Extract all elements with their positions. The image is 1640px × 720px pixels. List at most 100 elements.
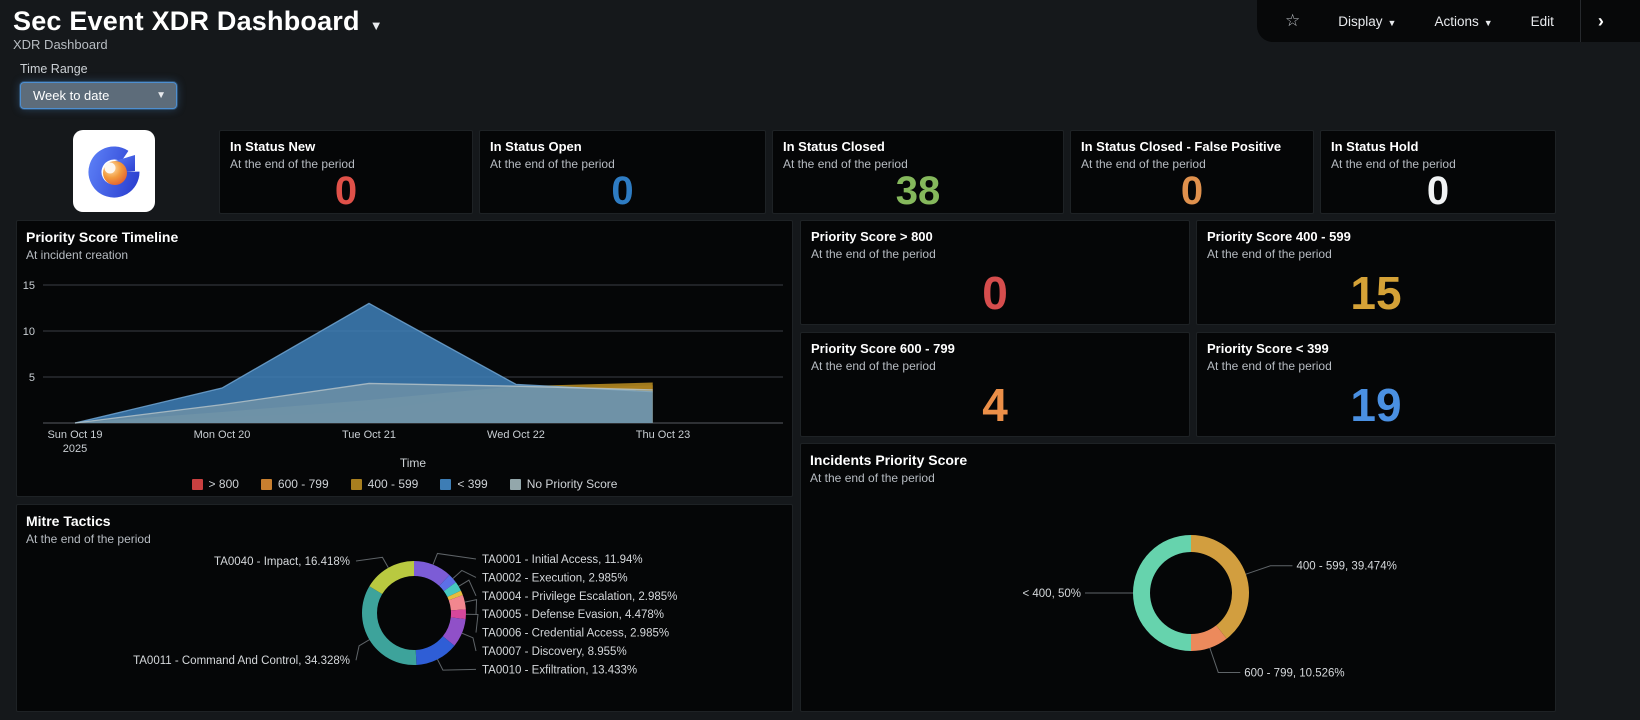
card-subtitle: At the end of the period [230,157,355,171]
toolbar-divider [1579,0,1581,42]
page-subtitle: XDR Dashboard [13,37,108,52]
card-title: Priority Score 600 - 799 [811,341,955,356]
actions-menu-button[interactable]: Actions ▼ [1434,13,1493,29]
legend-swatch [260,478,272,490]
card-title: In Status Open [490,139,582,154]
panel-subtitle: At the end of the period [26,532,151,546]
edit-button[interactable]: Edit [1530,13,1554,29]
svg-text:2025: 2025 [63,443,87,455]
card-priority-lt-399: Priority Score < 399 At the end of the p… [1196,332,1556,437]
panel-title: Priority Score Timeline [26,229,179,245]
svg-text:TA0001 - Initial Access, 11.94: TA0001 - Initial Access, 11.94% [482,554,643,566]
card-subtitle: At the end of the period [1207,359,1332,373]
card-value: 4 [982,379,1008,432]
collapse-panel-chevron-icon[interactable]: › [1597,10,1604,31]
page-title: Sec Event XDR Dashboard [13,6,360,36]
secops-logo [73,130,155,212]
legend-label: No Priority Score [526,477,618,491]
legend-swatch [350,478,362,490]
card-value: 0 [982,267,1008,320]
page-title-row: Sec Event XDR Dashboard ▼ [13,6,383,37]
card-priority-gt-800: Priority Score > 800 At the end of the p… [800,220,1190,325]
svg-text:TA0004 - Privilege Escalation,: TA0004 - Privilege Escalation, 2.985% [482,591,677,603]
card-subtitle: At the end of the period [1081,157,1206,171]
card-subtitle: At the end of the period [1331,157,1456,171]
time-range-label: Time Range [20,62,88,76]
svg-text:Mon Oct 20: Mon Oct 20 [194,429,251,441]
card-value: 0 [1180,169,1204,213]
svg-text:Thu Oct 23: Thu Oct 23 [636,429,690,441]
mitre-tactics-donut-chart[interactable]: TA0001 - Initial Access, 11.94% TA0002 - … [17,547,792,711]
card-title: Priority Score < 399 [1207,341,1329,356]
card-priority-600-799: Priority Score 600 - 799 At the end of t… [800,332,1190,437]
card-in-status-new: In Status New At the end of the period 0 [219,130,473,214]
legend-swatch [509,478,521,490]
card-priority-400-599: Priority Score 400 - 599 At the end of t… [1196,220,1556,325]
legend-label: 400 - 599 [367,477,419,491]
card-value: 0 [334,169,358,213]
card-title: In Status New [230,139,316,154]
display-menu-button[interactable]: Display ▼ [1338,13,1397,29]
card-value: 15 [1350,267,1402,320]
card-value: 19 [1350,379,1402,432]
svg-text:Sun Oct 19: Sun Oct 19 [47,429,102,441]
card-title: Priority Score 400 - 599 [1207,229,1351,244]
svg-text:TA0011 - Command And Control,: TA0011 - Command And Control, 34.328% [133,655,350,667]
svg-text:TA0007 - Discovery, 8.955%: TA0007 - Discovery, 8.955% [482,646,627,658]
time-range-caret-icon: ▼ [156,90,166,101]
panel-priority-score-timeline: Priority Score Timeline At incident crea… [16,220,793,497]
card-subtitle: At the end of the period [1207,247,1332,261]
panel-subtitle: At incident creation [26,248,129,262]
panel-subtitle: At the end of the period [810,471,935,485]
svg-text:TA0005 - Defense Evasion, 4.47: TA0005 - Defense Evasion, 4.478% [482,609,664,621]
time-range-value: Week to date [33,88,110,103]
card-value: 0 [611,169,634,213]
incidents-priority-score-donut-chart[interactable]: 400 - 599, 39.474% 600 - 799, 10.526% < 40… [801,488,1555,711]
card-in-status-hold: In Status Hold At the end of the period … [1320,130,1556,214]
card-title: Priority Score > 800 [811,229,933,244]
legend-label: 600 - 799 [277,477,329,491]
time-range-select[interactable]: Week to date ▼ [20,82,177,109]
timeline-legend: > 800 600 - 799 400 - 599 < 399 No Priority … [17,477,792,491]
panel-title: Mitre Tactics [26,513,111,529]
card-title: In Status Closed [783,139,885,154]
card-in-status-closed-false-positive: In Status Closed - False Positive At the… [1070,130,1314,214]
svg-text:400 - 599, 39.474%: 400 - 599, 39.474% [1296,561,1396,573]
card-subtitle: At the end of the period [811,359,936,373]
display-caret-icon: ▼ [1387,17,1397,28]
card-title: In Status Hold [1331,139,1419,154]
svg-text:5: 5 [29,372,35,384]
svg-text:10: 10 [23,326,35,338]
card-in-status-open: In Status Open At the end of the period … [479,130,766,214]
legend-item[interactable]: < 399 [440,477,488,491]
svg-text:Wed Oct 22: Wed Oct 22 [487,429,545,441]
card-title: In Status Closed - False Positive [1081,139,1282,154]
legend-swatch [191,478,203,490]
card-subtitle: At the end of the period [490,157,615,171]
svg-text:< 400, 50%: < 400, 50% [1022,588,1081,600]
legend-item[interactable]: 600 - 799 [260,477,329,491]
panel-incidents-priority-score: Incidents Priority Score At the end of t… [800,443,1556,712]
secops-logo-icon [88,146,140,198]
favorite-star-icon[interactable]: ☆ [1285,11,1301,30]
card-subtitle: At the end of the period [783,157,908,171]
top-toolbar: ☆ Display ▼ Actions ▼ Edit › [1257,0,1640,42]
svg-text:600 - 799, 10.526%: 600 - 799, 10.526% [1244,667,1344,679]
svg-text:Tue Oct 21: Tue Oct 21 [342,429,396,441]
panel-title: Incidents Priority Score [810,452,968,468]
card-value: 38 [895,169,941,213]
panel-mitre-tactics: Mitre Tactics At the end of the period T… [16,504,793,712]
card-value: 0 [1426,169,1450,213]
legend-item[interactable]: 400 - 599 [350,477,419,491]
legend-item[interactable]: No Priority Score [509,477,618,491]
svg-text:15: 15 [23,280,35,292]
svg-text:TA0040 - Impact, 16.418%: TA0040 - Impact, 16.418% [214,556,350,568]
card-in-status-closed: In Status Closed At the end of the perio… [772,130,1064,214]
legend-item[interactable]: > 800 [191,477,239,491]
svg-text:Time: Time [400,456,427,470]
actions-caret-icon: ▼ [1483,17,1493,28]
priority-score-timeline-chart[interactable]: 5 10 15 Sun Oct 19 2025 Mon Oct 20 Tue Oct 21 W… [17,265,792,473]
legend-swatch [440,478,452,490]
dashboard-picker-caret-icon[interactable]: ▼ [369,18,383,34]
